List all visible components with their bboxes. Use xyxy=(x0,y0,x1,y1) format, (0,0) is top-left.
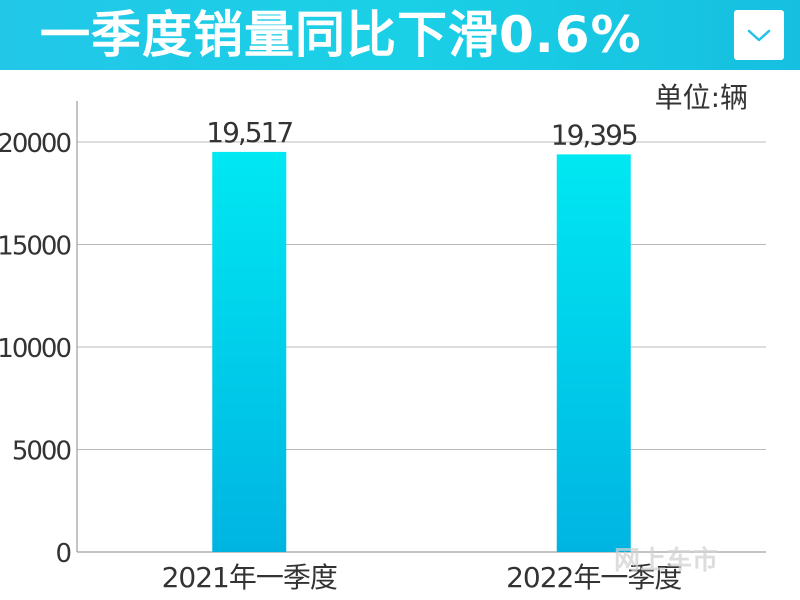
gridlines xyxy=(77,141,766,450)
axes xyxy=(76,101,766,553)
x-category-label: 2021年一季度 xyxy=(162,561,337,594)
bar-value-label: 19,517 xyxy=(206,116,292,149)
watermark-logo: 网上车市 xyxy=(614,546,719,576)
y-tick-label: 0 xyxy=(55,539,70,569)
header-bar: 一季度销量同比下滑0.6% xyxy=(0,0,800,70)
y-tick-label: 5000 xyxy=(12,437,71,467)
y-tick-label: 10000 xyxy=(0,334,70,364)
bars xyxy=(212,151,631,553)
bar xyxy=(556,154,631,552)
x-category-label: 2022年一季度 xyxy=(506,561,681,594)
dropdown-button[interactable] xyxy=(734,10,784,60)
bar xyxy=(212,151,287,553)
labels: 0 5000 10000 15000 20000 19,517 2021年一季度 19,395… xyxy=(0,116,682,594)
y-tick-label: 15000 xyxy=(0,232,70,262)
bar-value-label: 19,395 xyxy=(551,118,637,151)
page-title: 一季度销量同比下滑0.6% xyxy=(40,6,642,64)
chevron-down-icon xyxy=(747,29,771,42)
y-tick-label: 20000 xyxy=(0,129,70,159)
unit-label: 单位:辆 xyxy=(654,81,748,114)
